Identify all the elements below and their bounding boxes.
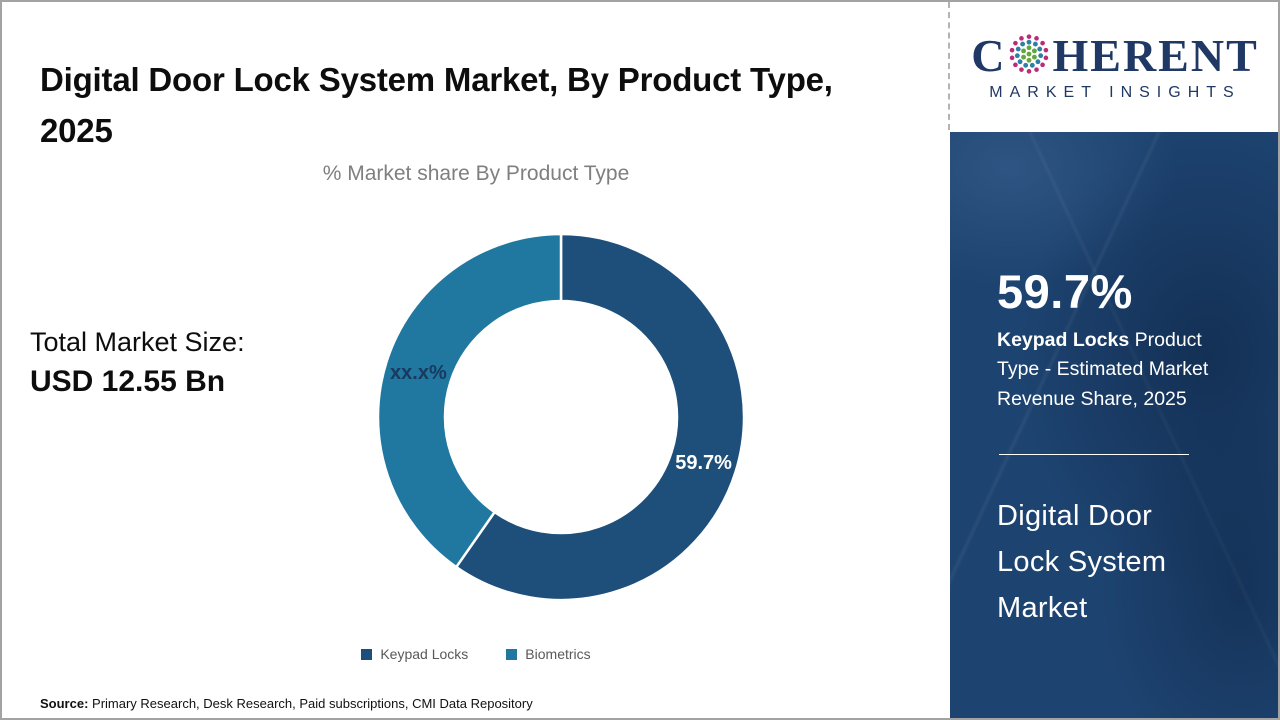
logo-globe-dot <box>1034 36 1040 41</box>
logo-globe-dot <box>1037 46 1043 52</box>
logo-globe-dot <box>1016 46 1022 52</box>
coherent-logo: C HERENT MARKET INSIGHTS <box>950 2 1278 132</box>
logo-globe-dot <box>1035 59 1041 65</box>
logo-globe-dot <box>1013 62 1019 68</box>
logo-globe-dot <box>1023 62 1029 68</box>
legend-swatch-icon <box>361 648 373 660</box>
logo-globe-dot <box>1021 54 1027 60</box>
logo-dashed-divider <box>948 2 950 130</box>
logo-globe-dot <box>1027 69 1032 74</box>
logo-suffix: HERENT <box>1052 30 1259 81</box>
logo-globe-dot <box>1010 47 1015 53</box>
donut-segment-biometrics <box>376 232 563 569</box>
logo-globe-dot <box>1040 62 1046 68</box>
logo-globe-dot <box>1019 67 1025 72</box>
logo-globe-dot <box>1032 48 1038 54</box>
logo-globe-dot <box>1010 55 1015 61</box>
logo-globe-dot <box>1015 53 1021 59</box>
coherent-logo-globe-icon <box>1010 34 1049 74</box>
logo-globe-dot <box>1030 62 1036 68</box>
panel-stat-description: Keypad Locks Product Type - Estimated Ma… <box>997 326 1225 414</box>
source-text: Primary Research, Desk Research, Paid su… <box>88 696 533 711</box>
legend-swatch-icon <box>506 648 518 660</box>
logo-globe-dot <box>1027 34 1032 39</box>
logo-globe-dot <box>1021 48 1027 54</box>
panel-market-title: Digital Door Lock System Market <box>997 500 1167 624</box>
total-market-size: Total Market Size: USD 12.55 Bn <box>30 324 245 402</box>
logo-globe-dot <box>1040 40 1046 46</box>
logo-globe-dot <box>1019 36 1025 41</box>
panel-stat-rest: Product Type - Estimated Market Revenue … <box>997 329 1209 410</box>
source-label: Source: <box>40 696 89 711</box>
logo-globe-dot <box>1038 53 1044 59</box>
legend-item-keypad-locks: Keypad Locks <box>361 646 468 662</box>
page-title: Digital Door Lock System Market, By Prod… <box>40 61 833 150</box>
logo-globe-dot <box>1013 40 1019 46</box>
donut-value-label: 59.7% <box>675 452 732 474</box>
chart-legend: Keypad Locks Biometrics <box>2 646 950 662</box>
market-size-value: USD 12.55 Bn <box>30 364 226 398</box>
logo-globe-dot <box>1027 45 1032 51</box>
logo-globe-dot <box>1032 54 1038 60</box>
legend-label: Biometrics <box>525 646 591 662</box>
donut-value-label: xx.x% <box>390 362 447 384</box>
market-size-label: Total Market Size: <box>30 327 245 357</box>
logo-globe-dot <box>1027 39 1032 45</box>
logo-globe-dot <box>1020 41 1026 47</box>
donut-chart: 59.7% xx.x% <box>376 232 746 602</box>
panel-divider-line <box>999 454 1189 455</box>
legend-label: Keypad Locks <box>380 646 469 662</box>
legend-item-biometrics: Biometrics <box>506 646 591 662</box>
donut-segment-keypad-locks <box>454 232 746 602</box>
logo-globe-dot <box>1027 51 1032 57</box>
chart-title: % Market share By Product Type <box>322 162 630 185</box>
logo-globe-dot <box>1044 47 1049 53</box>
logo-wordmark: C HERENT <box>971 32 1259 80</box>
logo-globe-dot <box>1027 57 1032 63</box>
logo-globe-dot <box>1034 67 1040 72</box>
panel-stat-value: 59.7% <box>997 265 1133 318</box>
source-note: Source: Primary Research, Desk Research,… <box>40 696 533 711</box>
logo-prefix: C <box>971 30 1007 81</box>
logo-globe-dot <box>1018 59 1023 65</box>
panel-stat-segment: Keypad Locks <box>997 329 1130 351</box>
logo-globe-dot <box>1033 41 1039 47</box>
logo-subtitle: MARKET INSIGHTS <box>989 84 1241 101</box>
highlight-panel: 59.7% Keypad Locks Product Type - Estima… <box>950 132 1278 718</box>
logo-globe-dot <box>1044 55 1049 61</box>
